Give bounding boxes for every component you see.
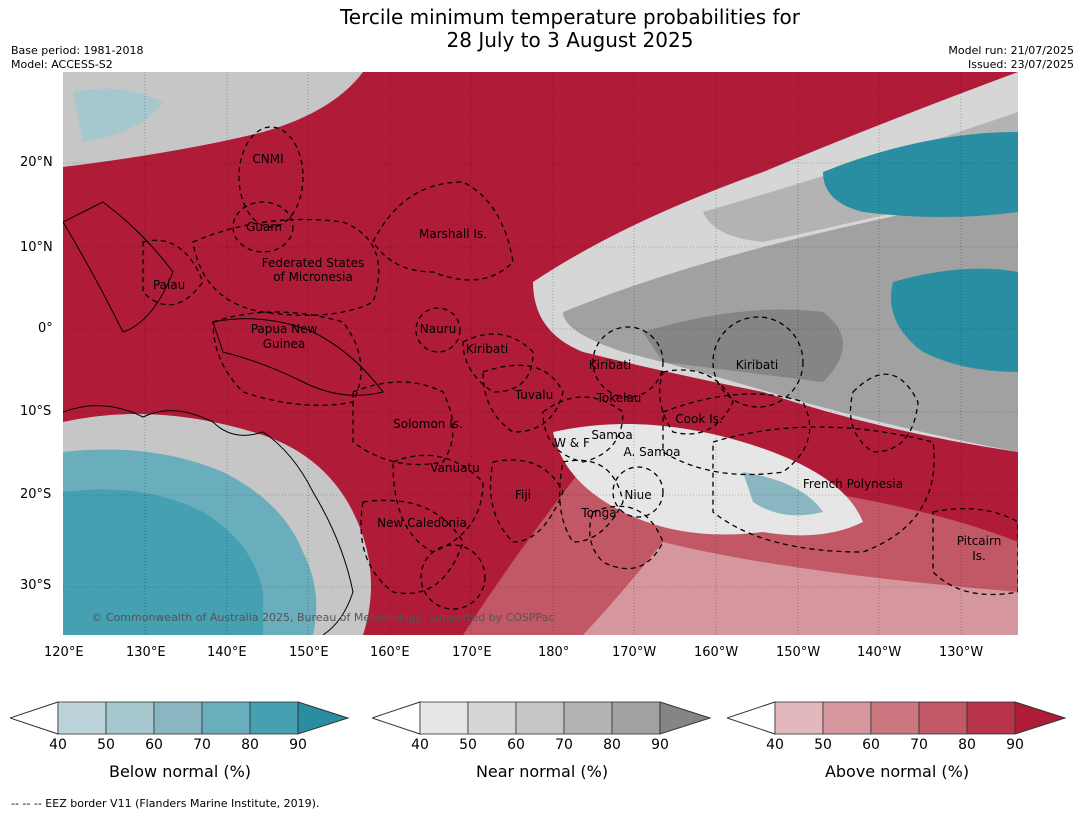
near-normal-label: Near normal (%) xyxy=(475,762,609,781)
lon-tick: 120°E xyxy=(44,645,84,660)
region-label: Tonga xyxy=(580,506,616,520)
model-name: Model: ACCESS-S2 xyxy=(11,58,113,71)
below-normal-colorbar xyxy=(10,701,350,735)
lat-tick: 10°N xyxy=(20,240,53,255)
colorbar-tick: 90 xyxy=(1006,737,1024,753)
region-label: Vanuatu xyxy=(430,461,480,475)
colorbar-tick: 80 xyxy=(603,737,621,753)
region-label: Guam xyxy=(246,220,282,234)
title-line-2: 28 July to 3 August 2025 xyxy=(446,28,694,52)
base-period: Base period: 1981-2018 xyxy=(11,44,144,57)
lon-tick: 140°W xyxy=(857,645,902,660)
copyright-notice: © Commonwealth of Australia 2025, Bureau… xyxy=(91,611,554,624)
eez-footnote: -- -- -- EEZ border V11 (Flanders Marine… xyxy=(11,797,320,810)
region-label: Niue xyxy=(624,488,651,502)
ne-below-normal-zone xyxy=(823,132,1018,217)
graticule xyxy=(63,72,1018,635)
colorbar-tick: 50 xyxy=(459,737,477,753)
above-normal-50-zone xyxy=(583,542,1018,635)
region-label: Samoa xyxy=(591,428,632,442)
colorbar-tick: 60 xyxy=(145,737,163,753)
lon-tick: 170°W xyxy=(612,645,657,660)
meta-left: Base period: 1981-2018 Model: ACCESS-S2 xyxy=(11,44,143,72)
map-title: Tercile minimum temperature probabilitie… xyxy=(0,6,1085,52)
colorbar-tick: 40 xyxy=(49,737,67,753)
colorbar-tick: 50 xyxy=(814,737,832,753)
probability-map: CNMI Guam Marshall Is. Federated States … xyxy=(63,72,1018,635)
lon-tick: 160°W xyxy=(694,645,739,660)
lat-tick: 20°N xyxy=(20,155,53,170)
eez-borders xyxy=(142,126,1018,610)
lon-tick: 130°W xyxy=(939,645,984,660)
region-label: Tokelau xyxy=(596,391,642,405)
lat-tick: 0° xyxy=(38,321,53,336)
new-guinea-coastline xyxy=(212,318,384,396)
region-label: Pitcairn xyxy=(957,534,1002,548)
central-below-normal-zone xyxy=(743,472,823,516)
title-line-1: Tercile minimum temperature probabilitie… xyxy=(339,5,801,29)
colorbar-tick: 80 xyxy=(958,737,976,753)
above-normal-label: Above normal (%) xyxy=(824,762,970,781)
lat-tick: 20°S xyxy=(20,487,52,502)
region-label: Kiribati xyxy=(736,358,778,372)
lon-tick: 170°E xyxy=(452,645,492,660)
near-normal-90-zone xyxy=(643,309,843,382)
region-label: of Micronesia xyxy=(273,270,353,284)
region-label: Nauru xyxy=(420,322,456,336)
region-label: Guinea xyxy=(263,337,306,351)
e-below-normal-zone xyxy=(891,268,1018,372)
lon-tick: 150°E xyxy=(289,645,329,660)
colorbar-tick: 40 xyxy=(766,737,784,753)
australia-coastline xyxy=(63,405,354,635)
region-label: A. Samoa xyxy=(624,445,681,459)
region-label: Fiji xyxy=(515,488,531,502)
issued-date: Issued: 23/07/2025 xyxy=(967,58,1074,71)
lon-tick: 160°E xyxy=(370,645,410,660)
lat-tick: 10°S xyxy=(20,404,52,419)
region-label: W & F xyxy=(554,436,590,450)
meta-right: Model run: 21/07/2025 Issued: 23/07/2025 xyxy=(948,44,1074,72)
region-label: Cook Is. xyxy=(675,412,722,426)
region-label: Kiribati xyxy=(589,358,631,372)
colorbar-tick: 70 xyxy=(555,737,573,753)
region-label: Is. xyxy=(972,549,986,563)
region-label: Tuvalu xyxy=(514,388,554,402)
region-label: New Caledonia xyxy=(377,516,467,530)
model-run: Model run: 21/07/2025 xyxy=(948,44,1074,57)
colorbar-tick: 80 xyxy=(241,737,259,753)
region-label: Marshall Is. xyxy=(419,227,487,241)
lon-tick: 130°E xyxy=(126,645,166,660)
region-label: Palau xyxy=(153,278,185,292)
region-label: Federated States xyxy=(262,256,364,270)
colorbar-tick: 50 xyxy=(97,737,115,753)
region-label: CNMI xyxy=(252,152,283,166)
lon-tick: 150°W xyxy=(776,645,821,660)
colorbar-tick: 90 xyxy=(289,737,307,753)
colorbar-tick: 90 xyxy=(651,737,669,753)
australia-below-normal-80-zone xyxy=(63,489,263,635)
lon-tick: 180° xyxy=(538,645,570,660)
region-label: Kiribati xyxy=(466,342,508,356)
lat-tick: 30°S xyxy=(20,578,52,593)
below-normal-label: Below normal (%) xyxy=(108,762,252,781)
colorbar-tick: 40 xyxy=(411,737,429,753)
region-label: Solomon Is. xyxy=(393,417,463,431)
colorbar-tick: 60 xyxy=(507,737,525,753)
near-normal-colorbar xyxy=(372,701,712,735)
philippines-coastline xyxy=(63,201,174,333)
colorbar-tick: 70 xyxy=(193,737,211,753)
nw-below-normal-zone xyxy=(73,88,163,142)
lon-tick: 140°E xyxy=(207,645,247,660)
above-normal-colorbar xyxy=(727,701,1067,735)
colorbar-tick: 60 xyxy=(862,737,880,753)
region-label: Papua New xyxy=(251,322,318,336)
region-label: French Polynesia xyxy=(803,477,903,491)
colorbar-tick: 70 xyxy=(910,737,928,753)
